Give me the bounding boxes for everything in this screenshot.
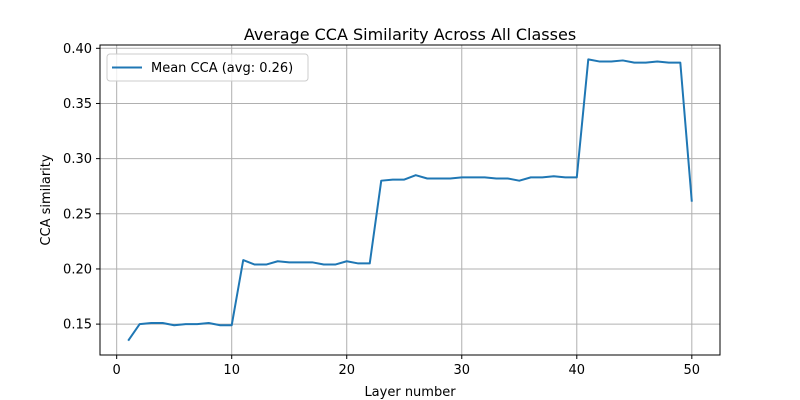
data-point <box>208 322 210 324</box>
data-point <box>530 176 532 178</box>
data-point <box>449 177 451 179</box>
x-tick-label: 0 <box>113 363 121 378</box>
data-point <box>679 62 681 64</box>
legend: Mean CCA (avg: 0.26) <box>106 53 309 82</box>
data-point <box>242 259 244 261</box>
data-point <box>323 264 325 266</box>
data-point <box>219 324 221 326</box>
chart-title: Average CCA Similarity Across All Classe… <box>244 25 576 44</box>
y-axis-label: CCA similarity <box>39 154 54 245</box>
data-point <box>231 324 233 326</box>
y-tick-label: 0.35 <box>63 97 92 112</box>
data-point <box>599 61 601 63</box>
data-point <box>576 176 578 178</box>
data-point <box>265 264 267 266</box>
data-point <box>564 176 566 178</box>
data-point <box>587 58 589 60</box>
data-point <box>150 322 152 324</box>
legend-label: Mean CCA (avg: 0.26) <box>151 61 293 76</box>
data-point <box>380 180 382 182</box>
data-point <box>300 261 302 263</box>
data-point <box>426 177 428 179</box>
data-point <box>288 261 290 263</box>
data-point <box>668 62 670 64</box>
x-tick-label: 40 <box>569 363 586 378</box>
y-tick-label: 0.20 <box>63 262 92 277</box>
y-tick-label: 0.15 <box>63 318 92 333</box>
data-point <box>254 264 256 266</box>
data-point <box>610 61 612 63</box>
data-point <box>691 201 693 203</box>
y-axis-ticks: 0.15 0.20 0.25 0.30 0.35 0.40 <box>63 42 100 333</box>
data-point <box>127 340 129 342</box>
x-tick-label: 10 <box>223 363 240 378</box>
grid-lines <box>100 45 720 355</box>
data-point <box>369 262 371 264</box>
data-point <box>277 260 279 262</box>
data-point <box>403 179 405 181</box>
data-point <box>346 260 348 262</box>
data-point <box>196 323 198 325</box>
data-point <box>334 264 336 266</box>
data-point <box>162 322 164 324</box>
data-point <box>495 177 497 179</box>
data-point <box>656 61 658 63</box>
data-point <box>507 177 509 179</box>
y-tick-label: 0.25 <box>63 207 92 222</box>
x-axis-label: Layer number <box>364 385 456 400</box>
data-point <box>357 262 359 264</box>
data-point <box>541 176 543 178</box>
data-point <box>311 261 313 263</box>
data-point <box>472 176 474 178</box>
data-point <box>461 176 463 178</box>
data-point <box>185 323 187 325</box>
data-point <box>645 62 647 64</box>
x-tick-label: 50 <box>684 363 701 378</box>
data-point <box>392 179 394 181</box>
data-point <box>622 59 624 61</box>
x-axis-ticks: 0 10 20 30 40 50 <box>113 355 701 378</box>
y-tick-label: 0.40 <box>63 42 92 57</box>
series-lines <box>127 58 693 342</box>
data-point <box>484 176 486 178</box>
y-tick-label: 0.30 <box>63 152 92 167</box>
data-point <box>139 323 141 325</box>
data-point <box>518 180 520 182</box>
legend-box <box>106 53 309 82</box>
data-point <box>553 175 555 177</box>
plot-frame <box>99 44 721 356</box>
data-point <box>438 177 440 179</box>
x-tick-label: 20 <box>338 363 355 378</box>
x-tick-label: 30 <box>453 363 470 378</box>
data-point <box>415 174 417 176</box>
data-point <box>173 324 175 326</box>
data-point <box>633 62 635 64</box>
series-line <box>127 58 693 342</box>
